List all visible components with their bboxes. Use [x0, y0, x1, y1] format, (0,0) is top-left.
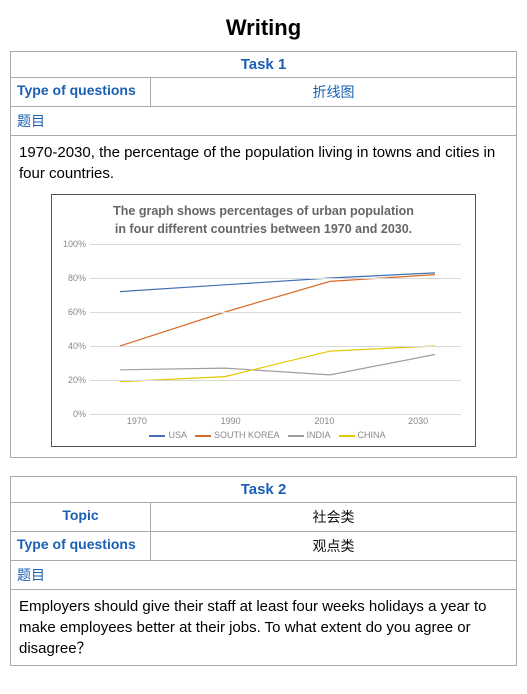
- x-axis-label: 1990: [184, 416, 278, 426]
- grid-line: [90, 414, 461, 415]
- task1-header: Task 1: [11, 52, 516, 78]
- chart-area: 0%20%40%60%80%100%: [90, 244, 465, 414]
- task2-desc: Employers should give their staff at lea…: [11, 590, 516, 665]
- x-axis-label: 2010: [278, 416, 372, 426]
- legend-label: SOUTH KOREA: [214, 430, 280, 440]
- task1-type-value: 折线图: [151, 78, 516, 106]
- chart-box: The graph shows percentages of urban pop…: [51, 194, 476, 447]
- task2-box: Task 2 Topic 社会类 Type of questions 观点类 题…: [10, 476, 517, 666]
- task1-timu-label: 题目: [11, 107, 516, 136]
- task1-desc: 1970-2030, the percentage of the populat…: [11, 136, 516, 190]
- page-title: Writing: [10, 15, 517, 41]
- chart-title-l2: in four different countries between 1970…: [115, 222, 412, 236]
- legend-label: USA: [168, 430, 187, 440]
- y-axis-label: 0%: [62, 409, 86, 419]
- task2-topic-row: Topic 社会类: [11, 503, 516, 532]
- task1-box: Task 1 Type of questions 折线图 题目 1970-203…: [10, 51, 517, 458]
- chart-legend: USA SOUTH KOREA INDIA CHINA: [62, 430, 465, 440]
- legend-swatch: [288, 435, 304, 437]
- series-line-india: [120, 355, 435, 375]
- y-axis-label: 20%: [62, 375, 86, 385]
- grid-line: [90, 380, 461, 381]
- task2-type-value: 观点类: [151, 532, 516, 560]
- legend-swatch: [195, 435, 211, 437]
- x-axis-label: 2030: [371, 416, 465, 426]
- legend-swatch: [149, 435, 165, 437]
- series-line-usa: [120, 273, 435, 292]
- legend-swatch: [339, 435, 355, 437]
- task2-topic-label: Topic: [11, 503, 151, 531]
- task2-timu-label: 题目: [11, 561, 516, 590]
- x-axis-label: 1970: [90, 416, 184, 426]
- task2-type-label: Type of questions: [11, 532, 151, 560]
- legend-label: INDIA: [307, 430, 331, 440]
- chart-title: The graph shows percentages of urban pop…: [62, 203, 465, 238]
- task2-type-row: Type of questions 观点类: [11, 532, 516, 561]
- x-axis-labels: 1970199020102030: [90, 416, 465, 426]
- task1-type-row: Type of questions 折线图: [11, 78, 516, 107]
- y-axis-label: 80%: [62, 273, 86, 283]
- grid-line: [90, 244, 461, 245]
- y-axis-label: 40%: [62, 341, 86, 351]
- grid-line: [90, 346, 461, 347]
- y-axis-label: 60%: [62, 307, 86, 317]
- y-axis-label: 100%: [62, 239, 86, 249]
- task1-type-label: Type of questions: [11, 78, 151, 106]
- task2-header: Task 2: [11, 477, 516, 503]
- chart-wrap: The graph shows percentages of urban pop…: [11, 190, 516, 457]
- task2-topic-value: 社会类: [151, 503, 516, 531]
- chart-title-l1: The graph shows percentages of urban pop…: [113, 204, 414, 218]
- chart-svg: [90, 244, 465, 414]
- legend-label: CHINA: [358, 430, 386, 440]
- grid-line: [90, 278, 461, 279]
- grid-line: [90, 312, 461, 313]
- series-line-south-korea: [120, 275, 435, 346]
